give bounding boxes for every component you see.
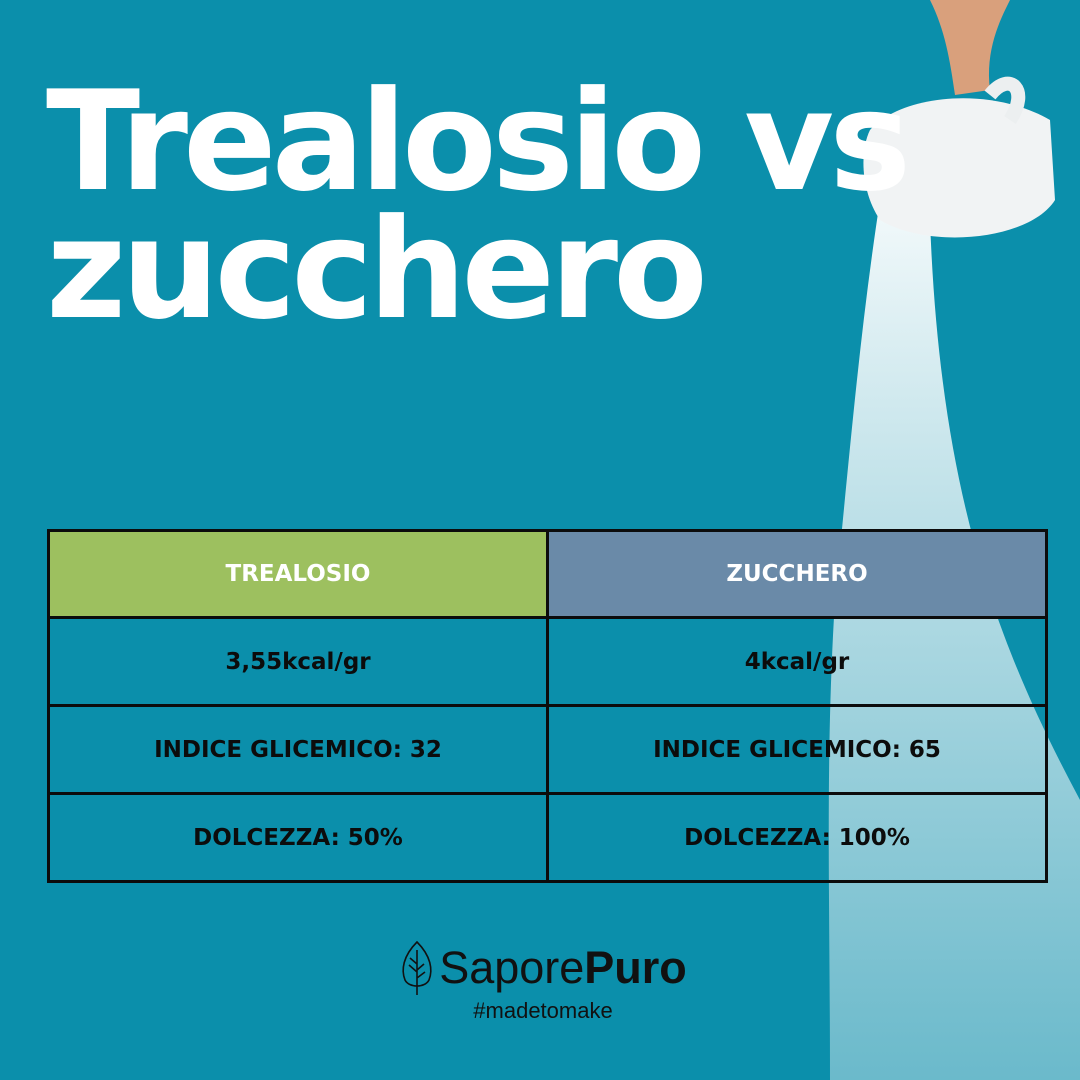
brand-name-bold: Puro [584,942,687,993]
tagline: #madetomake [473,998,613,1023]
cell-trealosio-calories: 3,55kcal/gr [47,616,549,707]
cell-trealosio-glycemic: INDICE GLICEMICO: 32 [47,704,549,795]
cell-trealosio-sweetness: DOLCEZZA: 50% [47,792,549,883]
brand-name-light: Sapore [439,942,585,993]
header-zucchero: ZUCCHERO [546,529,1048,619]
brand-logo: SaporePuro #madetomake [388,940,698,1024]
cell-zucchero-sweetness: DOLCEZZA: 100% [546,792,1048,883]
table-row: INDICE GLICEMICO: 32 INDICE GLICEMICO: 6… [47,704,1048,795]
header-trealosio: TREALOSIO [47,529,549,619]
table-row: 3,55kcal/gr 4kcal/gr [47,616,1048,707]
leaf-icon [402,940,432,995]
comparison-table: TREALOSIO ZUCCHERO 3,55kcal/gr 4kcal/gr … [47,529,1048,883]
cell-zucchero-glycemic: INDICE GLICEMICO: 65 [546,704,1048,795]
table-header-row: TREALOSIO ZUCCHERO [47,529,1048,619]
cell-zucchero-calories: 4kcal/gr [546,616,1048,707]
title-line-1: Trealosio vs [46,61,911,222]
page-title: Trealosio vs zucchero [46,73,911,339]
table-row: DOLCEZZA: 50% DOLCEZZA: 100% [47,792,1048,883]
title-line-2: zucchero [46,189,708,350]
